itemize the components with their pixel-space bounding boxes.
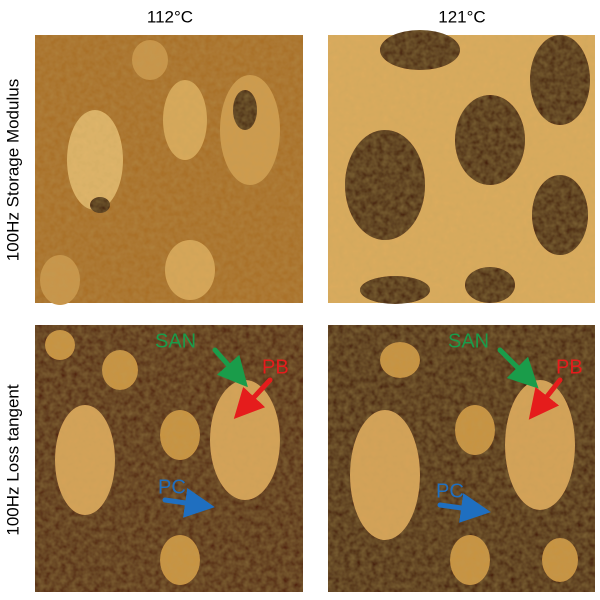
micrograph (35, 35, 303, 305)
micrograph (35, 325, 303, 592)
micrograph (328, 325, 595, 592)
arrows (162, 347, 563, 523)
column-header: 121°C (438, 7, 485, 26)
annotation: PC (436, 480, 464, 502)
micrograph (328, 30, 595, 304)
annotation: SAN (155, 330, 196, 352)
column-header: 112°C (147, 7, 193, 26)
annotation: PB (262, 356, 289, 378)
row-header: 100Hz Storage Modulus (3, 79, 22, 261)
annotation: SAN (448, 330, 489, 352)
annotation: PC (158, 476, 186, 498)
row-header: 100Hz Loss tangent (3, 384, 22, 535)
annotation: PB (556, 356, 583, 378)
